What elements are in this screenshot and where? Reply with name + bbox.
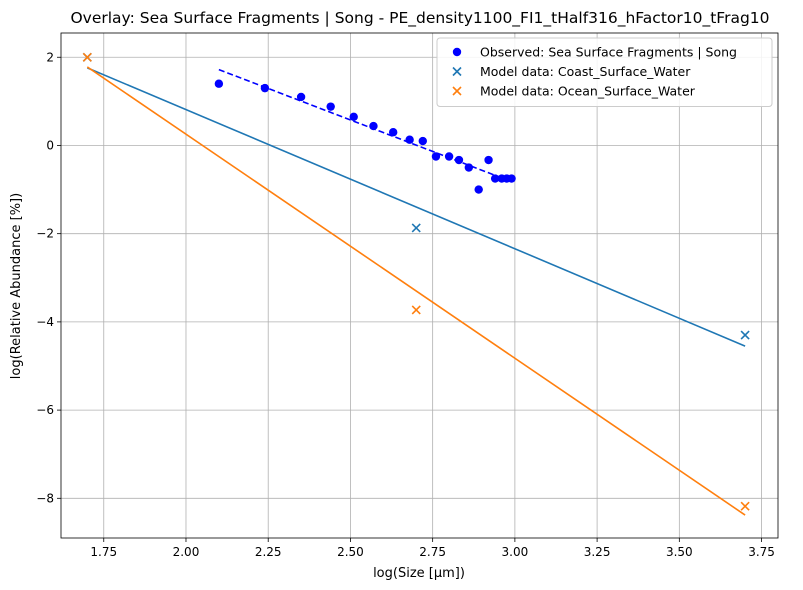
model-fit-line [87, 67, 746, 347]
axes-frame [60, 32, 779, 539]
x-tick-label: 2.00 [173, 545, 200, 559]
observed-data-point [464, 163, 474, 172]
y-tick-label: −8 [36, 491, 54, 505]
legend-marker [452, 86, 462, 96]
observed-data-point [484, 155, 493, 165]
y-tick-label: 2 [46, 50, 54, 64]
x-axis-label: log(Size [µm]) [373, 566, 465, 581]
legend-label: Model data: Ocean_Surface_Water [480, 84, 696, 99]
axis-ticks: 1.75 2.00 2.25 2.50 2.75 3.00 3.25 3.50 3.75 −8 −6… [36, 50, 775, 559]
model-data-point [740, 501, 750, 511]
observed-data-point [326, 102, 335, 111]
legend-marker [452, 47, 462, 57]
marker-stroke [82, 52, 92, 62]
model-fit-line [86, 66, 746, 516]
y-tick-label: 0 [46, 138, 54, 152]
x-tick-label: 1.75 [90, 545, 117, 559]
plot-area [82, 52, 750, 516]
x-tick-label: 2.25 [255, 545, 282, 559]
legend-box [436, 37, 773, 107]
x-tick-label: 2.75 [419, 545, 446, 559]
observed-data-point [490, 174, 500, 183]
observed-data-point [214, 79, 224, 88]
observed-data-point [474, 185, 483, 194]
observed-data-point [444, 152, 454, 161]
marker-stroke [740, 501, 750, 511]
x-tick-label: 3.75 [748, 545, 775, 559]
x-tick-label: 3.50 [666, 545, 693, 559]
observed-data-point [507, 174, 516, 183]
marker-stroke [411, 305, 421, 315]
observed-data-point [418, 136, 427, 146]
model-data-point [411, 305, 421, 315]
marker-stroke [740, 330, 750, 340]
model-data-point [411, 223, 421, 233]
legend-label: Model data: Coast_Surface_Water [480, 64, 691, 79]
y-tick-label: −6 [36, 403, 54, 417]
observed-data-point [349, 112, 358, 121]
observed-data-point [431, 152, 441, 161]
model-data-point [82, 52, 92, 62]
observed-data-point [296, 92, 306, 102]
observed-data-point [369, 121, 378, 131]
x-tick-label: 3.25 [584, 545, 611, 559]
y-tick-label: −2 [36, 227, 54, 241]
legend: Observed: Sea Surface Fragments | Song Mo… [436, 37, 773, 107]
x-tick-label: 2.50 [337, 545, 364, 559]
legend-marker [452, 66, 462, 77]
x-tick-label: 3.00 [502, 545, 529, 559]
observed-fit-line [218, 68, 512, 183]
model-data-point [740, 330, 750, 340]
observed-data-point [454, 155, 464, 165]
y-axis-label: log(Relative Abundance [%]) [9, 193, 24, 379]
legend-label: Observed: Sea Surface Fragments | Song [480, 45, 737, 60]
observed-data-point [260, 83, 270, 93]
marker-stroke [452, 66, 462, 77]
grid-lines [61, 33, 778, 538]
observed-data-point [405, 135, 414, 144]
marker-stroke [411, 223, 421, 233]
y-tick-label: −4 [36, 315, 54, 329]
observed-data-point [388, 128, 398, 137]
chart-title: Overlay: Sea Surface Fragments | Song - … [70, 9, 769, 28]
marker-stroke [452, 86, 462, 96]
